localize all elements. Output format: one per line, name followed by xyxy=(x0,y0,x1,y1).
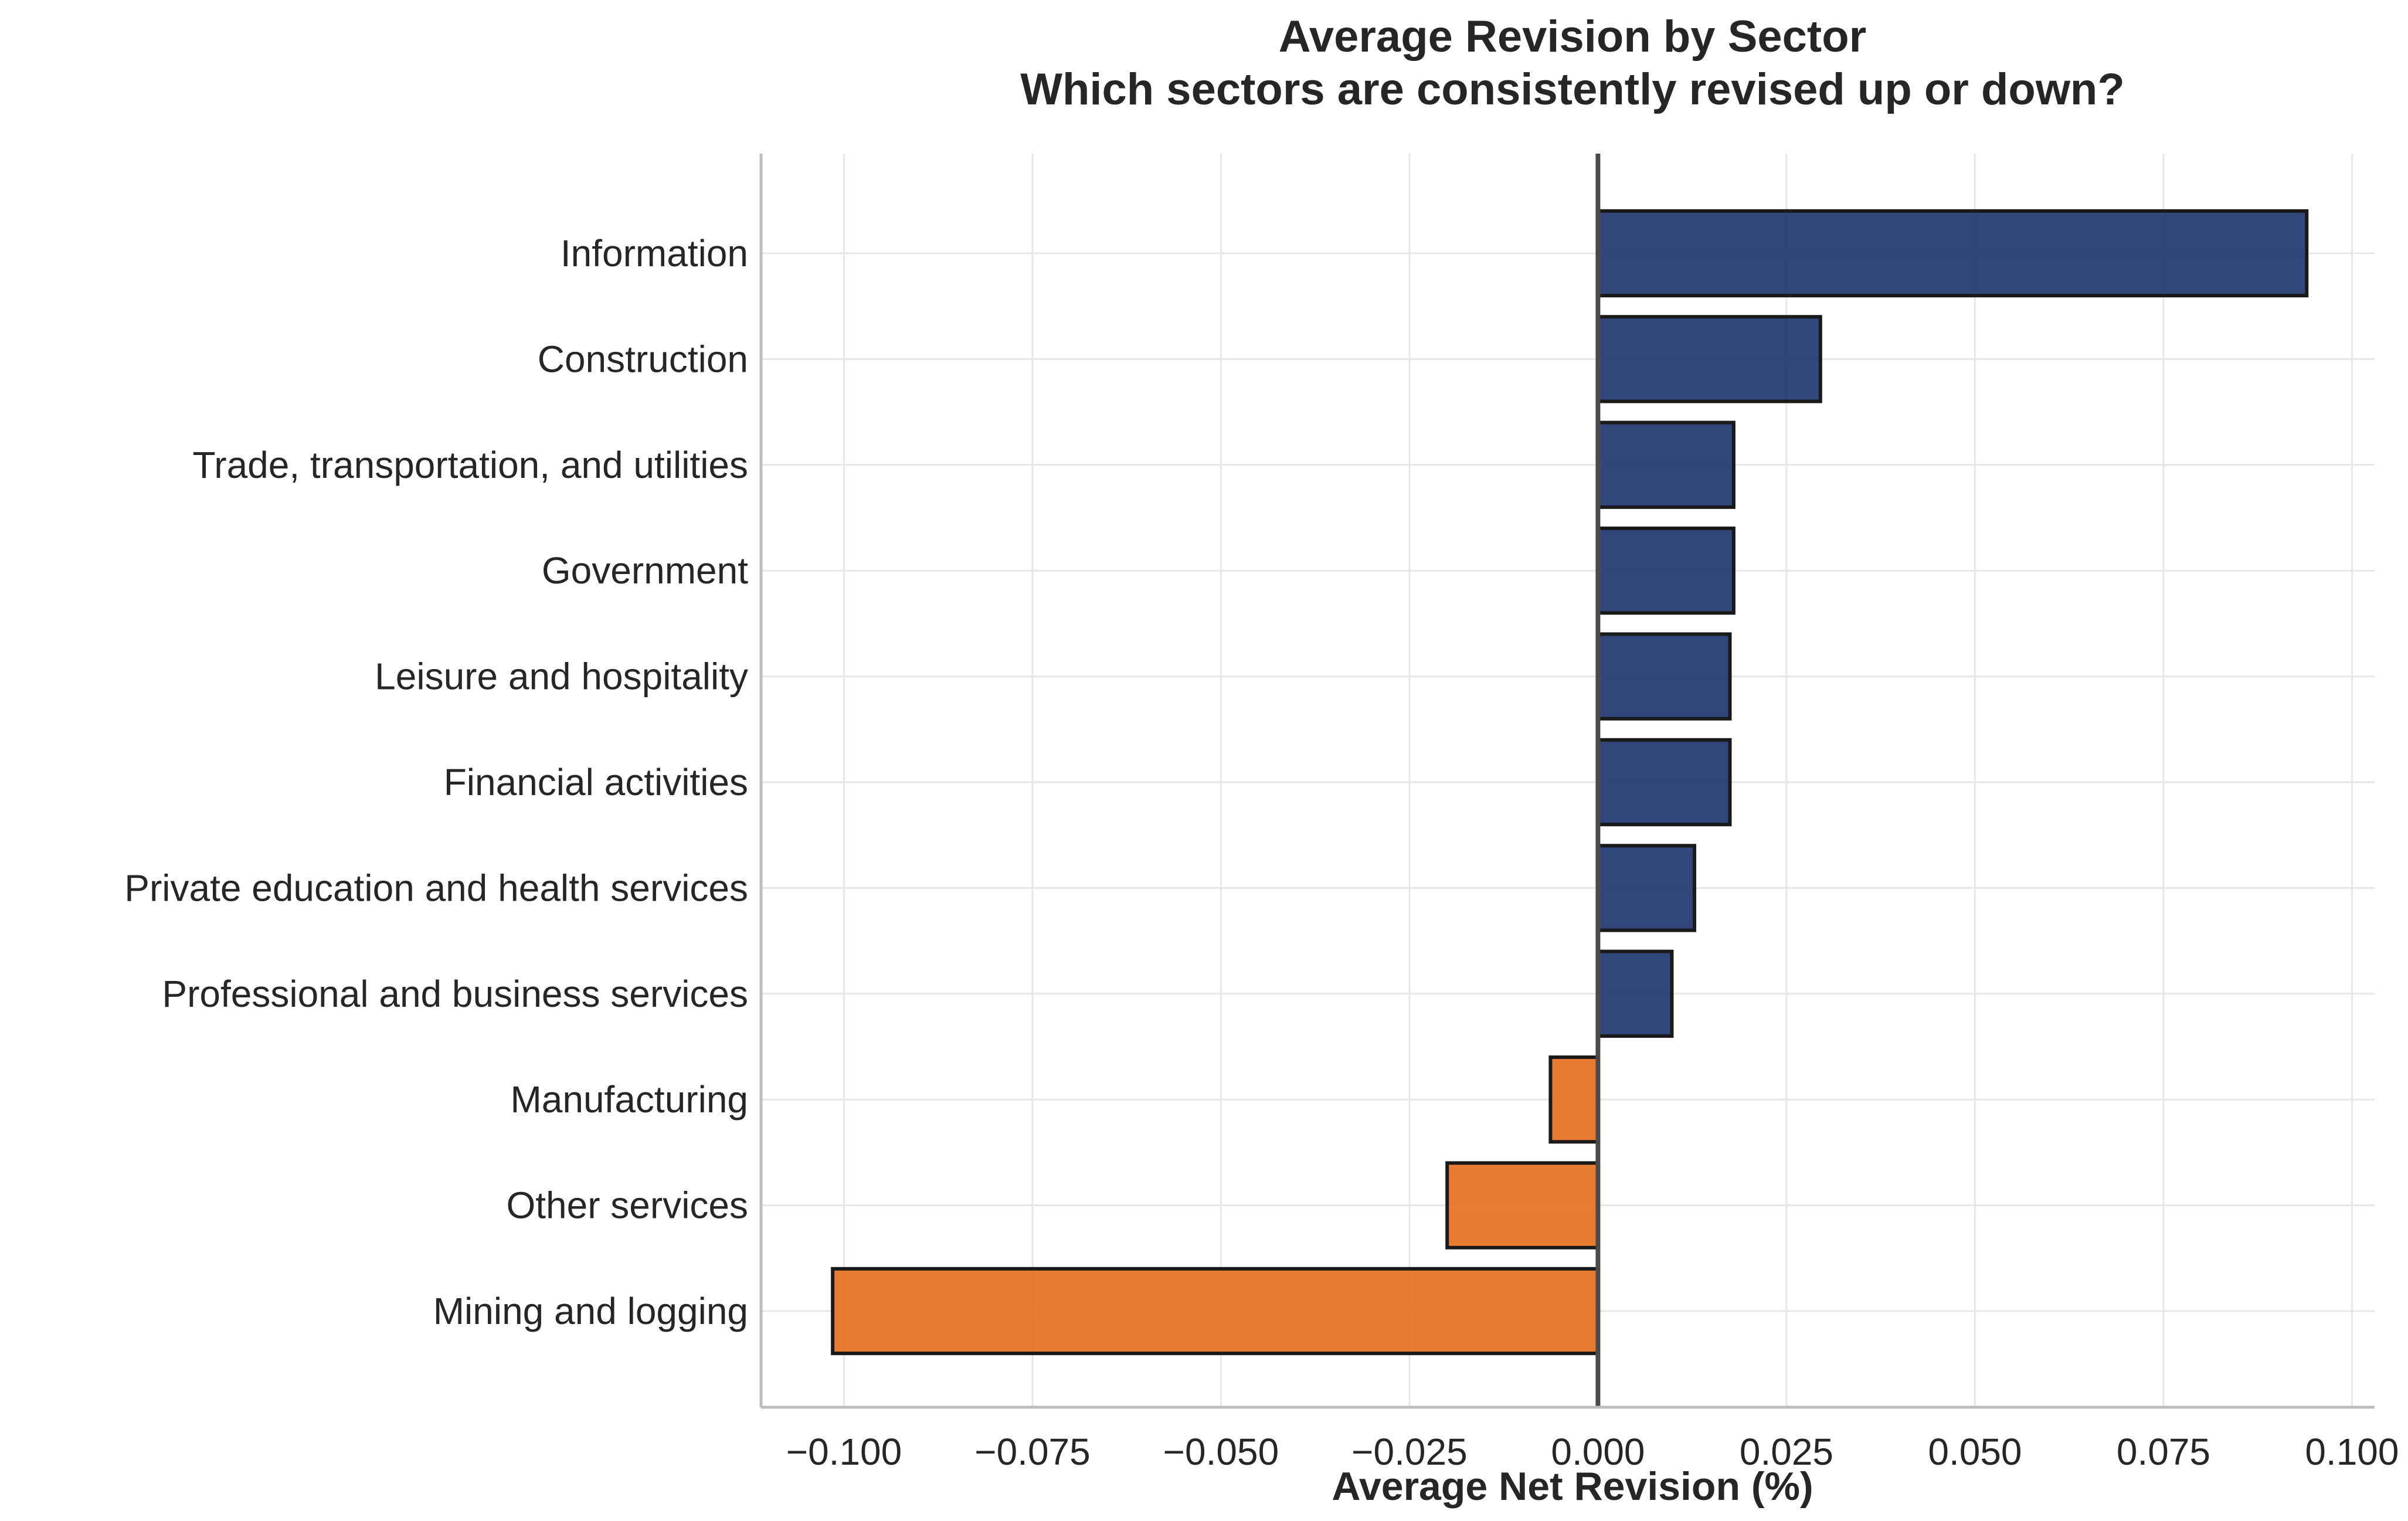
x-tick-label: 0.025 xyxy=(1740,1431,1833,1473)
y-tick-label: Manufacturing xyxy=(510,1078,748,1121)
bar-manufacturing xyxy=(1548,1055,1600,1144)
x-tick-label: −0.025 xyxy=(1351,1431,1468,1473)
y-tick-label: Leisure and hospitality xyxy=(375,656,748,698)
x-tick-label: −0.050 xyxy=(1163,1431,1279,1473)
x-tick-label: 0.050 xyxy=(1928,1431,2022,1473)
chart-subtitle: Which sectors are consistently revised u… xyxy=(1020,64,2125,114)
bar-mining-and-logging xyxy=(831,1267,1600,1356)
y-tick-label: Government xyxy=(542,549,748,592)
bar-other-services xyxy=(1445,1161,1600,1250)
y-tick-label: Mining and logging xyxy=(433,1290,748,1332)
bar-private-education-and-health-services xyxy=(1596,844,1697,932)
axis-layer: −0.100 −0.075 −0.050 −0.025 0.000 0.025 0.050 0… xyxy=(124,154,2399,1473)
y-tick-label: Financial activities xyxy=(444,761,748,803)
y-tick-label: Private education and health services xyxy=(124,867,748,909)
x-tick-label: 0.100 xyxy=(2305,1431,2399,1473)
bar-layer xyxy=(831,209,2309,1356)
y-tick-label: Trade, transportation, and utilities xyxy=(193,444,748,486)
bar-construction xyxy=(1596,315,1822,403)
bar-leisure-and-hospitality xyxy=(1596,632,1732,721)
bar-information xyxy=(1596,209,2309,298)
y-tick-label: Other services xyxy=(506,1184,748,1227)
y-tick-label: Construction xyxy=(538,338,748,380)
x-tick-label: −0.075 xyxy=(974,1431,1091,1473)
x-tick-label: 0.075 xyxy=(2117,1431,2210,1473)
x-axis-label: Average Net Revision (%) xyxy=(1332,1464,1813,1509)
bar-professional-and-business-services xyxy=(1596,949,1674,1038)
y-tick-label: Professional and business services xyxy=(162,973,748,1015)
chart-title: Average Revision by Sector xyxy=(1279,12,1866,62)
y-tick-label: Information xyxy=(561,232,748,274)
bar-financial-activities xyxy=(1596,738,1732,827)
bar-trade-transportation-and-utilities xyxy=(1596,420,1735,509)
x-tick-label: −0.100 xyxy=(786,1431,902,1473)
bar-government xyxy=(1596,527,1735,615)
x-tick-label: 0.000 xyxy=(1551,1431,1645,1473)
